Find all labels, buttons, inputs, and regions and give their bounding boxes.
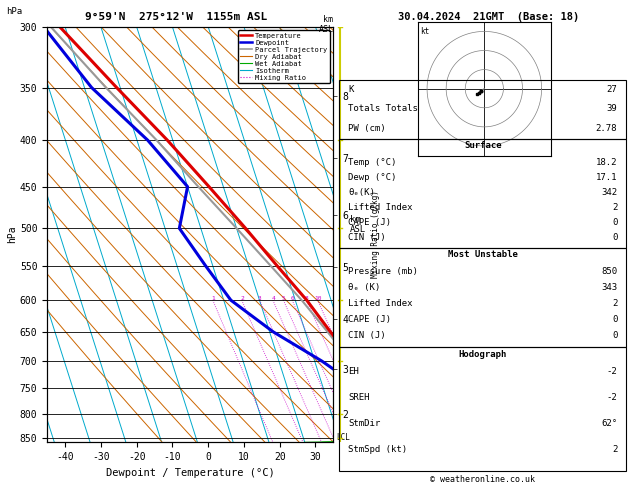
Text: CIN (J): CIN (J) [348, 331, 386, 341]
Text: 39: 39 [606, 104, 617, 114]
Y-axis label: hPa: hPa [7, 226, 17, 243]
Text: Pressure (mb): Pressure (mb) [348, 267, 418, 277]
Text: 342: 342 [601, 188, 617, 197]
Text: 62°: 62° [601, 419, 617, 428]
Text: 27: 27 [606, 85, 617, 94]
Text: Hodograph: Hodograph [459, 350, 507, 359]
Text: 10: 10 [314, 296, 321, 301]
Text: Surface: Surface [464, 141, 501, 150]
Text: 0: 0 [612, 218, 617, 227]
Text: 1: 1 [211, 296, 215, 301]
X-axis label: Dewpoint / Temperature (°C): Dewpoint / Temperature (°C) [106, 468, 275, 478]
Text: Temp (°C): Temp (°C) [348, 158, 397, 167]
Text: Lifted Index: Lifted Index [348, 299, 413, 309]
Text: 0: 0 [612, 331, 617, 341]
Text: CAPE (J): CAPE (J) [348, 218, 391, 227]
Text: θₑ (K): θₑ (K) [348, 283, 381, 293]
Text: Most Unstable: Most Unstable [448, 250, 518, 260]
Y-axis label: km
ASL: km ASL [350, 215, 366, 235]
Legend: Temperature, Dewpoint, Parcel Trajectory, Dry Adiabat, Wet Adiabat, Isotherm, Mi: Temperature, Dewpoint, Parcel Trajectory… [238, 30, 330, 83]
Text: 2: 2 [240, 296, 244, 301]
Text: 0: 0 [612, 315, 617, 325]
Text: θₑ(K): θₑ(K) [348, 188, 375, 197]
Text: Totals Totals: Totals Totals [348, 104, 418, 114]
Text: 30.04.2024  21GMT  (Base: 18): 30.04.2024 21GMT (Base: 18) [398, 12, 579, 22]
Text: 8: 8 [304, 296, 308, 301]
Text: Lifted Index: Lifted Index [348, 203, 413, 212]
Text: -2: -2 [606, 367, 617, 376]
Text: 0: 0 [612, 233, 617, 242]
Text: 343: 343 [601, 283, 617, 293]
Text: CAPE (J): CAPE (J) [348, 315, 391, 325]
Text: 17.1: 17.1 [596, 173, 617, 182]
Text: 18.2: 18.2 [596, 158, 617, 167]
Text: 3: 3 [258, 296, 262, 301]
Text: CIN (J): CIN (J) [348, 233, 386, 242]
Text: hPa: hPa [6, 7, 23, 17]
Text: -2: -2 [606, 393, 617, 402]
Text: 5: 5 [282, 296, 286, 301]
Text: 2.78: 2.78 [596, 124, 617, 133]
Text: 850: 850 [601, 267, 617, 277]
Text: 4: 4 [271, 296, 275, 301]
Text: StmSpd (kt): StmSpd (kt) [348, 445, 408, 454]
Text: EH: EH [348, 367, 359, 376]
Text: LCL: LCL [337, 433, 350, 442]
Text: 2: 2 [612, 203, 617, 212]
Text: K: K [348, 85, 353, 94]
Text: Dewp (°C): Dewp (°C) [348, 173, 397, 182]
Text: km
ASL: km ASL [318, 15, 333, 34]
Text: kt: kt [420, 27, 430, 36]
Text: SREH: SREH [348, 393, 370, 402]
Text: 6: 6 [291, 296, 294, 301]
Text: StmDir: StmDir [348, 419, 381, 428]
Text: 9°59'N  275°12'W  1155m ASL: 9°59'N 275°12'W 1155m ASL [85, 12, 267, 22]
Text: Mixing Ratio (g/kg): Mixing Ratio (g/kg) [370, 191, 379, 278]
Text: 2: 2 [612, 445, 617, 454]
Text: © weatheronline.co.uk: © weatheronline.co.uk [430, 475, 535, 485]
Text: 2: 2 [612, 299, 617, 309]
Text: PW (cm): PW (cm) [348, 124, 386, 133]
